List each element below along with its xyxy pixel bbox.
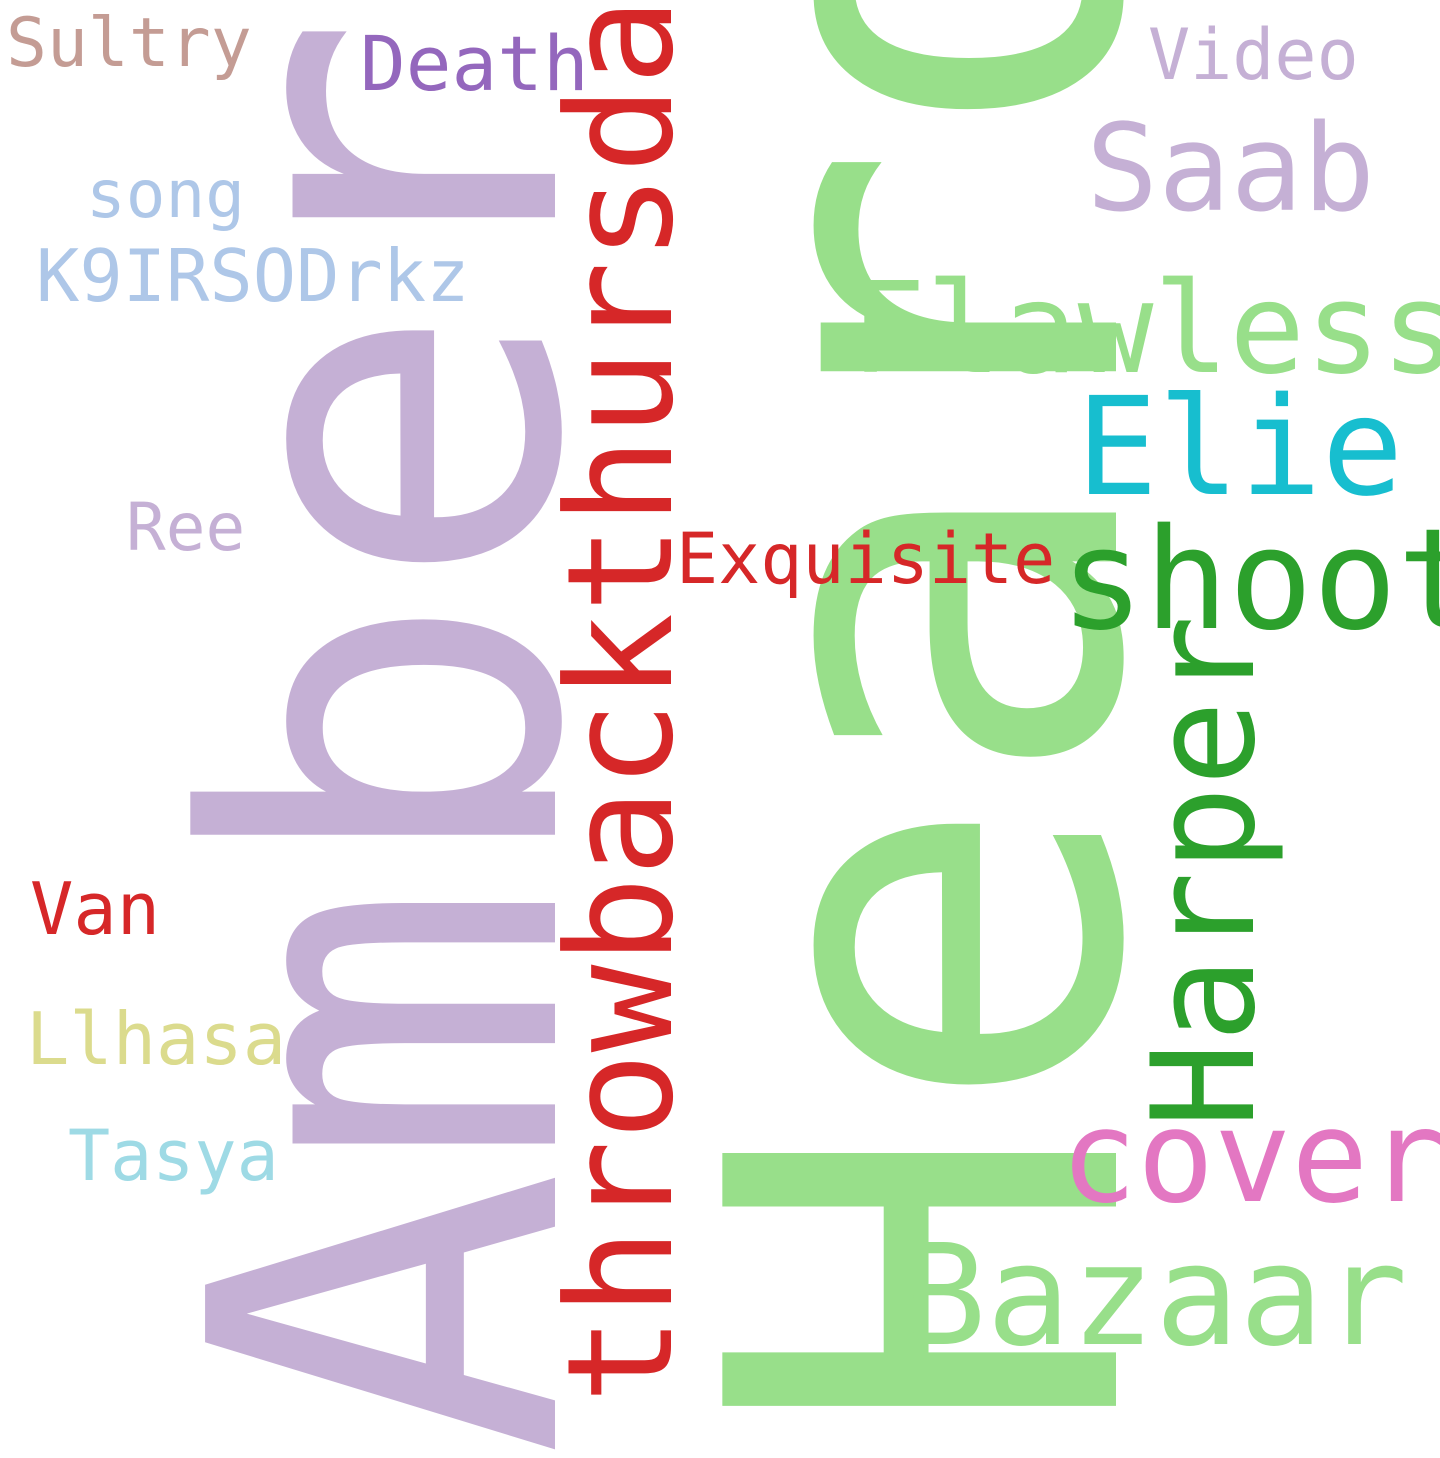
word-sultry: Sultry [6, 4, 252, 83]
word-bazaar: Bazaar [902, 1215, 1408, 1378]
word-video: Video [1148, 14, 1359, 96]
word-van: Van [30, 867, 161, 951]
word-death: Death [360, 19, 589, 108]
word-shoot: shoot [1060, 499, 1440, 662]
word-elie: Elie [1076, 369, 1404, 527]
word-saab: Saab [1086, 100, 1375, 239]
word-ree: Ree [126, 489, 246, 566]
word-song: song [86, 156, 245, 233]
word-throwbackthursday: throwbackthursday [536, 0, 706, 1404]
word-llhasa: Llhasa [26, 997, 287, 1081]
word-tasya: Tasya [68, 1115, 279, 1197]
word-k9irsodrkz: K9IRSODrkz [36, 234, 470, 318]
word-cover: cover [1060, 1083, 1440, 1232]
word-harper: Harper [1122, 615, 1287, 1128]
word-exquisite: Exquisite [676, 518, 1056, 600]
word-flawless: Flawless [850, 255, 1440, 402]
